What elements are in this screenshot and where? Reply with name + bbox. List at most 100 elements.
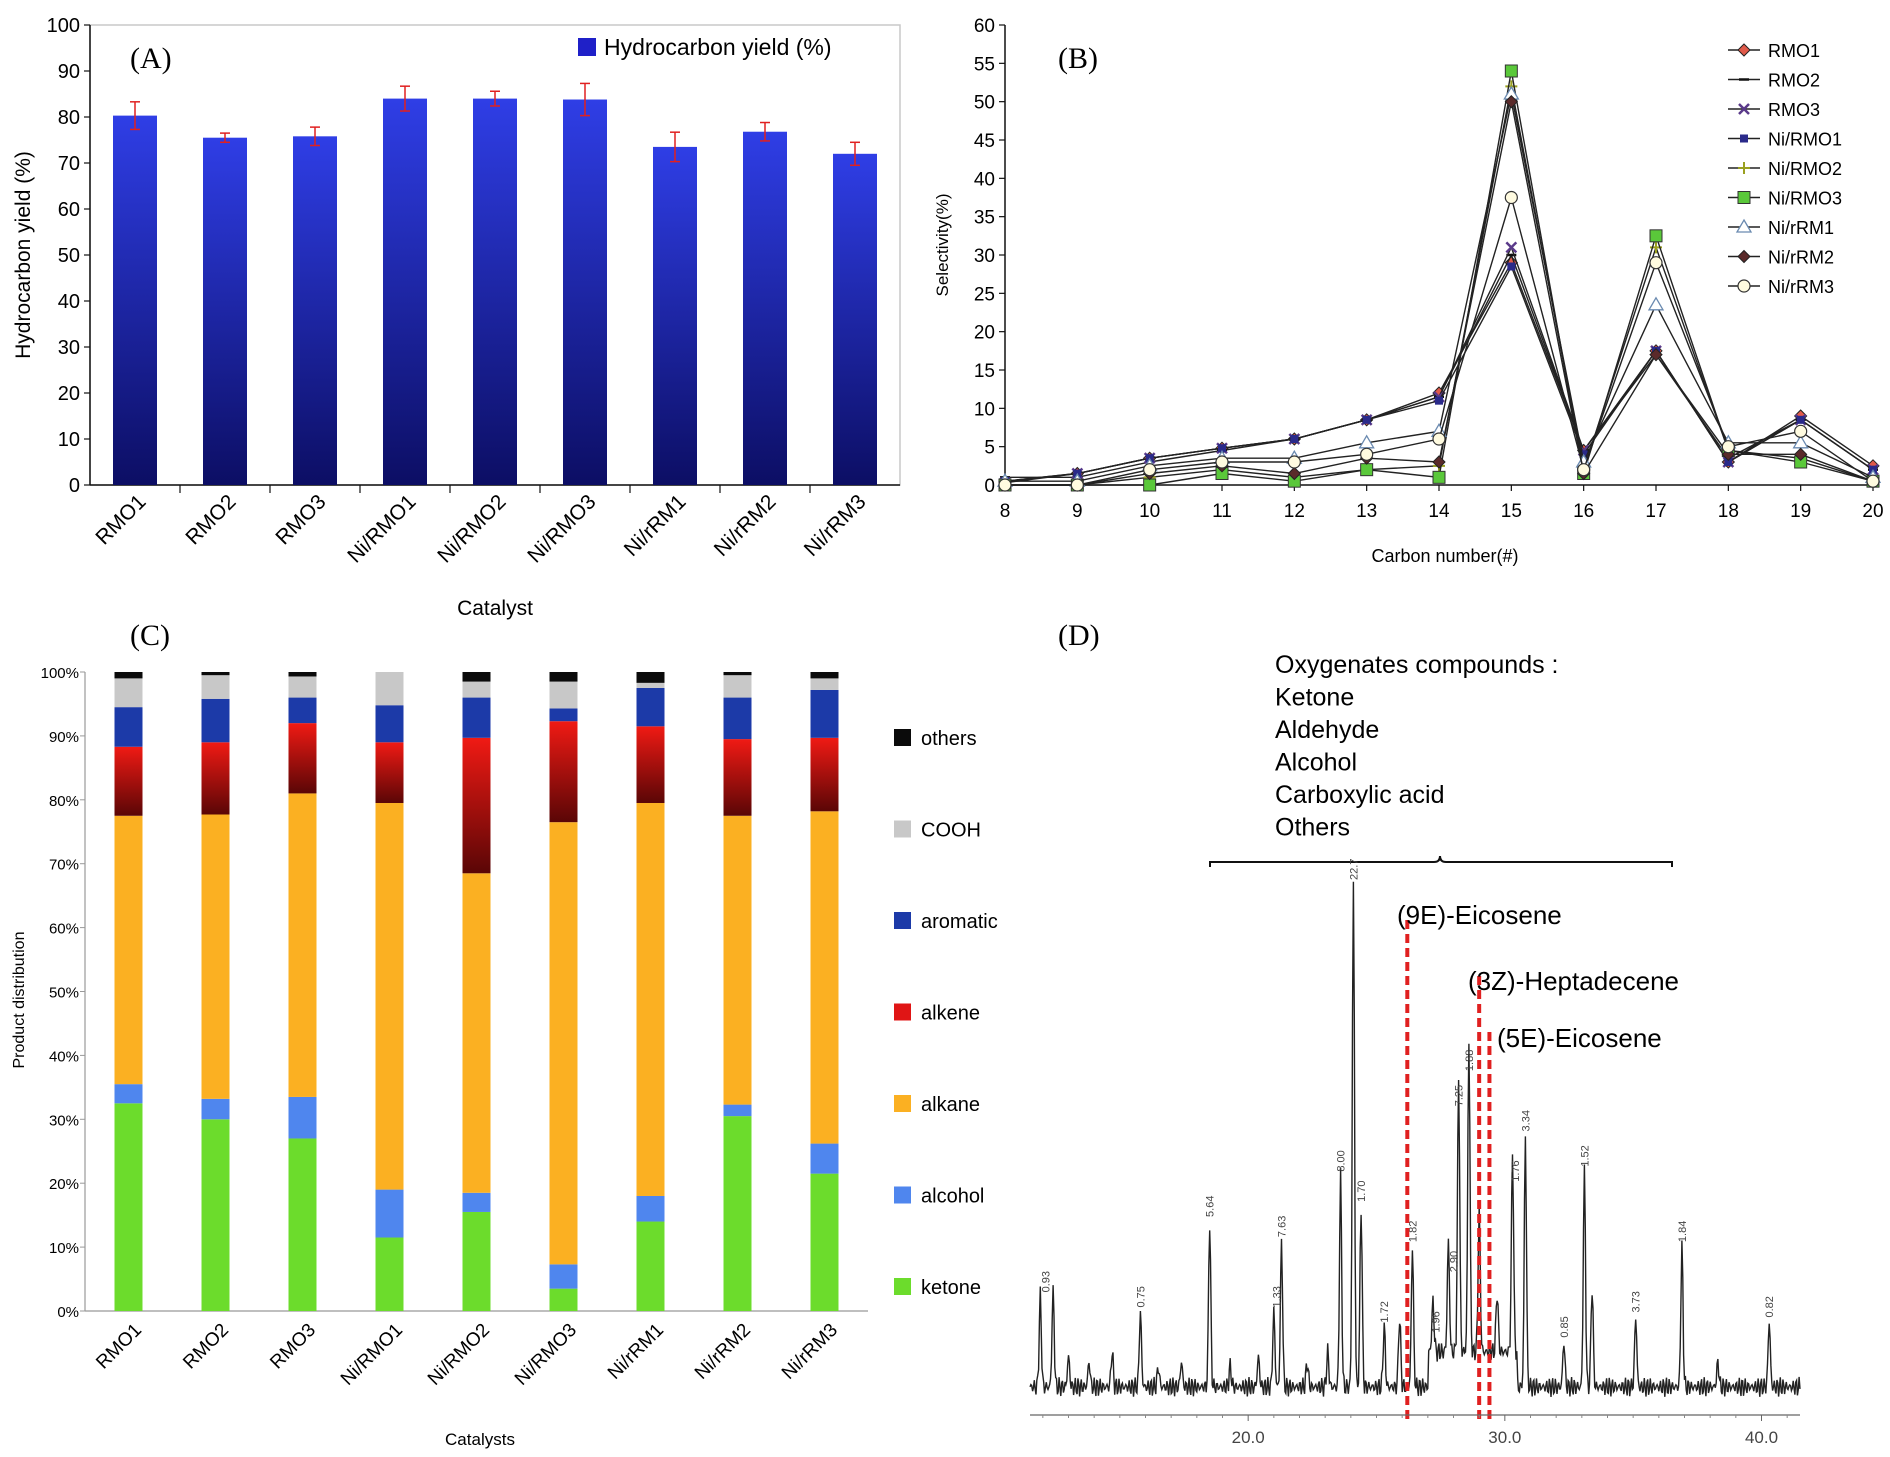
peak-label: 1.88 — [1464, 1050, 1476, 1071]
annotation-item: Others — [1275, 814, 1350, 842]
peak-label: 8.00 — [1336, 1150, 1348, 1171]
legend-marker-ni-rrm2 — [1737, 249, 1751, 264]
panel-c-label: (C) — [130, 619, 170, 652]
point-ni-rmo3 — [1143, 478, 1157, 492]
segment-ketone — [114, 1103, 143, 1311]
x-tick-label: 40.0 — [1745, 1428, 1778, 1447]
annotation-item: Aldehyde — [1275, 716, 1379, 744]
segment-alcohol — [810, 1143, 839, 1174]
point-ni-rrm2 — [1287, 466, 1302, 481]
point-ni-rrm3 — [1215, 455, 1229, 469]
segment-alcohol — [549, 1264, 578, 1289]
x-tick-label: 10 — [1139, 501, 1160, 522]
segment-ketone — [723, 1116, 752, 1311]
legend-item-ketone: ketone — [894, 1277, 981, 1299]
point-ni-rmo1 — [1218, 444, 1226, 453]
peak-label: 22.7 — [1348, 859, 1360, 880]
y-tick-label: 100 — [47, 15, 80, 37]
peak-label: 1.96 — [1431, 1311, 1443, 1332]
y-tick-label: 70 — [58, 153, 80, 175]
point-ni-rrm3 — [1287, 455, 1301, 469]
x-tick-label: 19 — [1790, 501, 1811, 522]
legend-label-rmo3: RMO3 — [1768, 100, 1820, 120]
y-tick-label: 80% — [49, 793, 79, 810]
x-tick-label-ni-rmo1: Ni/RMO1 — [337, 1320, 407, 1390]
legend-item-ni-rmo3: Ni/RMO3 — [1728, 189, 1842, 209]
x-tick-label-ni-rmo2: Ni/RMO2 — [424, 1320, 494, 1390]
marker-label-3z-heptadecene: (3Z)-Heptadecene — [1468, 966, 1679, 996]
peak-label: 1.72 — [1379, 1301, 1391, 1322]
x-tick-label-rmo1: RMO1 — [91, 490, 150, 549]
x-tick-label: 17 — [1645, 501, 1666, 522]
segment-others — [636, 672, 665, 683]
y-tick-label: 50% — [49, 985, 79, 1002]
bar-ni-rmo2 — [473, 98, 517, 485]
legend-label-alkene: alkene — [921, 1003, 980, 1025]
segment-alkane — [114, 815, 143, 1085]
point-ni-rrm3 — [1070, 478, 1084, 492]
line-rmo1 — [1004, 261, 1874, 482]
point-ni-rrm2 — [1649, 347, 1663, 362]
y-tick-label: 20 — [974, 323, 995, 344]
x-tick-label: 9 — [1072, 501, 1083, 522]
x-tick-label-ni-rmo3: Ni/RMO3 — [523, 490, 600, 567]
legend-label-ni-rrm3: Ni/rRM3 — [1768, 277, 1834, 297]
legend-label-ketone: ketone — [921, 1277, 981, 1299]
peak-label: 0.82 — [1764, 1296, 1776, 1317]
segment-alkane — [723, 815, 752, 1105]
panel-b-legend: RMO1 RMO2 RMO3 Ni/RMO1 Ni/RMO2 Ni/RMO3 Ni/rRM1… — [1728, 41, 1842, 297]
bar-rmo2 — [203, 137, 247, 485]
y-tick-label: 90 — [58, 61, 80, 83]
point-ni-rmo3 — [1432, 470, 1446, 484]
y-tick-label: 0% — [57, 1304, 79, 1321]
panel-c-y-axis-title: Product distribution — [11, 932, 28, 1069]
segment-aromatic — [114, 707, 143, 747]
bar-ni-rrm1 — [653, 146, 697, 485]
panel-d-chromatogram: (D) Oxygenates compounds : Ketone Aldehyde… — [1029, 619, 1801, 1447]
x-tick-label-ni-rrm3: Ni/rRM3 — [778, 1320, 842, 1384]
legend-item-aromatic: aromatic — [894, 911, 998, 933]
segment-alkene — [549, 721, 578, 823]
legend-marker-rmo3 — [1738, 103, 1750, 115]
x-tick-label: 11 — [1212, 501, 1232, 522]
stack-ni-rmo2 — [462, 672, 491, 1311]
peak-label: 3.73 — [1631, 1291, 1643, 1312]
legend-marker-ni-rrm3 — [1737, 279, 1751, 293]
x-tick-label: 16 — [1573, 501, 1594, 522]
annotation-heading: Oxygenates compounds : — [1275, 651, 1559, 679]
point-ni-rmo1 — [1796, 415, 1805, 424]
peak-label: 1.52 — [1579, 1145, 1591, 1166]
point-ni-rmo3 — [1504, 64, 1518, 78]
segment-cooh — [375, 672, 404, 706]
segment-alkene — [288, 723, 317, 794]
stack-ni-rmo1 — [375, 672, 404, 1311]
y-tick-label: 30 — [58, 337, 80, 359]
panel-d-marker-lines: (9E)-Eicosene (3Z)-Heptadecene (5E)-Eicose… — [1397, 900, 1679, 1420]
y-tick-label: 0 — [984, 476, 995, 497]
x-tick-label-ni-rmo2: Ni/RMO2 — [433, 490, 510, 567]
x-tick-label-ni-rmo1: Ni/RMO1 — [343, 490, 420, 567]
legend-item-ni-rrm1: Ni/rRM1 — [1728, 218, 1834, 238]
legend-swatch-alkane — [894, 1095, 911, 1112]
segment-alcohol — [288, 1096, 317, 1139]
segment-ketone — [462, 1211, 491, 1311]
legend-label-ni-rmo2: Ni/RMO2 — [1768, 159, 1842, 179]
segment-ketone — [810, 1173, 839, 1311]
panel-d-trace: 0.93 0.75 5.64 1.33 7.63 8.00 22.7 1.70 1.72 1.82… — [1029, 859, 1801, 1397]
legend-item-alkene: alkene — [894, 1003, 980, 1025]
panel-a-legend: Hydrocarbon yield (%) — [578, 34, 832, 60]
legend-label-ni-rmo3: Ni/RMO3 — [1768, 189, 1842, 209]
peak-label: 1.82 — [1407, 1221, 1419, 1242]
segment-ketone — [201, 1119, 230, 1311]
segment-cooh — [723, 675, 752, 698]
peak-label: 7.63 — [1277, 1216, 1289, 1237]
segment-cooh — [636, 682, 665, 688]
x-tick-label: 20.0 — [1232, 1428, 1265, 1447]
segment-alkene — [201, 742, 230, 815]
segment-others — [549, 672, 578, 682]
segment-others — [723, 672, 752, 676]
segment-others — [201, 672, 230, 676]
segment-aromatic — [201, 698, 230, 743]
segment-cooh — [201, 675, 230, 699]
